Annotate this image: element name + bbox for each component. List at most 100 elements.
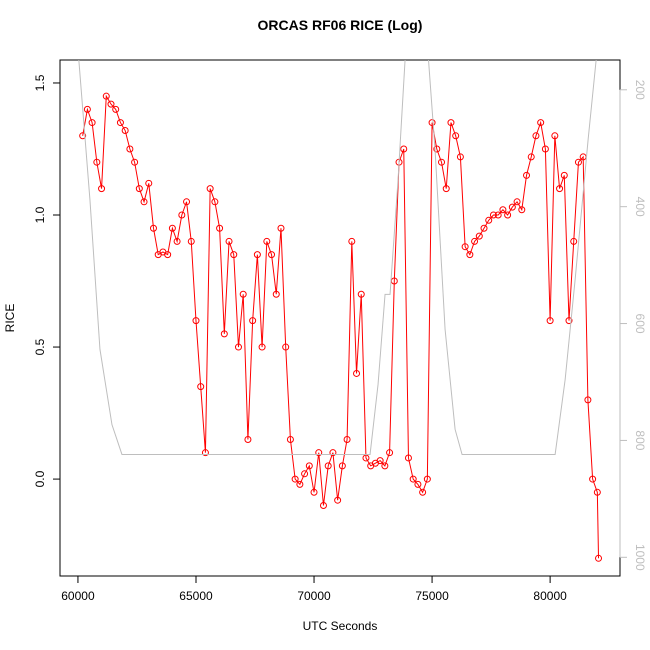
data-point xyxy=(192,317,200,325)
data-point xyxy=(277,224,285,232)
data-point xyxy=(423,475,431,483)
data-point xyxy=(357,290,365,298)
data-point xyxy=(244,435,252,443)
y2-tick-label: 800 xyxy=(633,430,647,450)
data-point xyxy=(291,475,299,483)
data-point xyxy=(438,158,446,166)
y-tick-label: 1.0 xyxy=(33,206,47,223)
data-point xyxy=(574,158,582,166)
x-axis-label: UTC Seconds xyxy=(303,619,378,633)
data-point xyxy=(343,435,351,443)
data-point xyxy=(419,488,427,496)
data-point xyxy=(523,171,531,179)
data-point xyxy=(164,251,172,259)
data-point xyxy=(456,153,464,161)
data-point xyxy=(102,92,110,100)
data-point xyxy=(584,396,592,404)
y2-tick-label: 600 xyxy=(633,314,647,334)
data-point xyxy=(173,237,181,245)
data-point xyxy=(527,153,535,161)
data-point xyxy=(249,317,257,325)
data-point xyxy=(400,145,408,153)
data-point xyxy=(168,224,176,232)
data-point xyxy=(338,462,346,470)
x-tick-label: 75000 xyxy=(415,589,449,603)
data-point xyxy=(239,290,247,298)
data-point xyxy=(187,237,195,245)
data-point xyxy=(301,470,309,478)
data-point xyxy=(376,457,384,465)
data-point xyxy=(386,449,394,457)
data-point xyxy=(589,475,597,483)
data-point xyxy=(452,132,460,140)
data-point xyxy=(442,185,450,193)
data-point xyxy=(551,132,559,140)
data-point xyxy=(546,317,554,325)
data-point xyxy=(282,343,290,351)
x-tick-label: 60000 xyxy=(61,589,95,603)
data-point xyxy=(499,206,507,214)
plot-area xyxy=(78,60,603,562)
data-point xyxy=(508,203,516,211)
data-point xyxy=(305,462,313,470)
data-point xyxy=(83,105,91,113)
data-point xyxy=(149,224,157,232)
data-point xyxy=(197,383,205,391)
data-point xyxy=(414,480,422,488)
chart-title: ORCAS RF06 RICE (Log) xyxy=(258,17,423,33)
data-point xyxy=(570,237,578,245)
data-point xyxy=(565,317,573,325)
data-point xyxy=(220,330,228,338)
data-point xyxy=(258,343,266,351)
data-point xyxy=(272,290,280,298)
data-point xyxy=(475,232,483,240)
data-point xyxy=(447,119,455,127)
data-point xyxy=(485,216,493,224)
data-point xyxy=(471,237,479,245)
data-point xyxy=(489,211,497,219)
data-point xyxy=(135,185,143,193)
data-point xyxy=(98,185,106,193)
data-point xyxy=(253,251,261,259)
y-tick-label: 0.5 xyxy=(33,338,47,355)
y-tick-label: 0.0 xyxy=(33,470,47,487)
data-point xyxy=(324,462,332,470)
data-point xyxy=(595,554,603,562)
data-point xyxy=(537,119,545,127)
data-point xyxy=(348,237,356,245)
data-point xyxy=(131,158,139,166)
data-point xyxy=(263,237,271,245)
data-point xyxy=(513,198,521,206)
data-point xyxy=(428,119,436,127)
data-point xyxy=(310,488,318,496)
data-point xyxy=(404,454,412,462)
data-point xyxy=(541,145,549,153)
data-point xyxy=(362,454,370,462)
data-point xyxy=(234,343,242,351)
data-point xyxy=(107,100,115,108)
data-point xyxy=(88,119,96,127)
data-point xyxy=(466,251,474,259)
data-point xyxy=(268,251,276,259)
data-point xyxy=(532,132,540,140)
data-point xyxy=(556,185,564,193)
data-point xyxy=(211,198,219,206)
data-point xyxy=(329,449,337,457)
data-point xyxy=(112,105,120,113)
y2-tick-label: 400 xyxy=(633,197,647,217)
data-point xyxy=(593,488,601,496)
data-point xyxy=(116,119,124,127)
data-point xyxy=(206,185,214,193)
y2-tick-label: 200 xyxy=(633,80,647,100)
data-point xyxy=(334,496,342,504)
y-tick-label: 1.5 xyxy=(33,74,47,91)
data-point xyxy=(433,145,441,153)
data-point xyxy=(315,449,323,457)
data-point xyxy=(409,475,417,483)
series-line xyxy=(78,60,597,455)
data-point xyxy=(126,145,134,153)
data-point xyxy=(381,462,389,470)
data-point xyxy=(296,480,304,488)
data-point xyxy=(183,198,191,206)
